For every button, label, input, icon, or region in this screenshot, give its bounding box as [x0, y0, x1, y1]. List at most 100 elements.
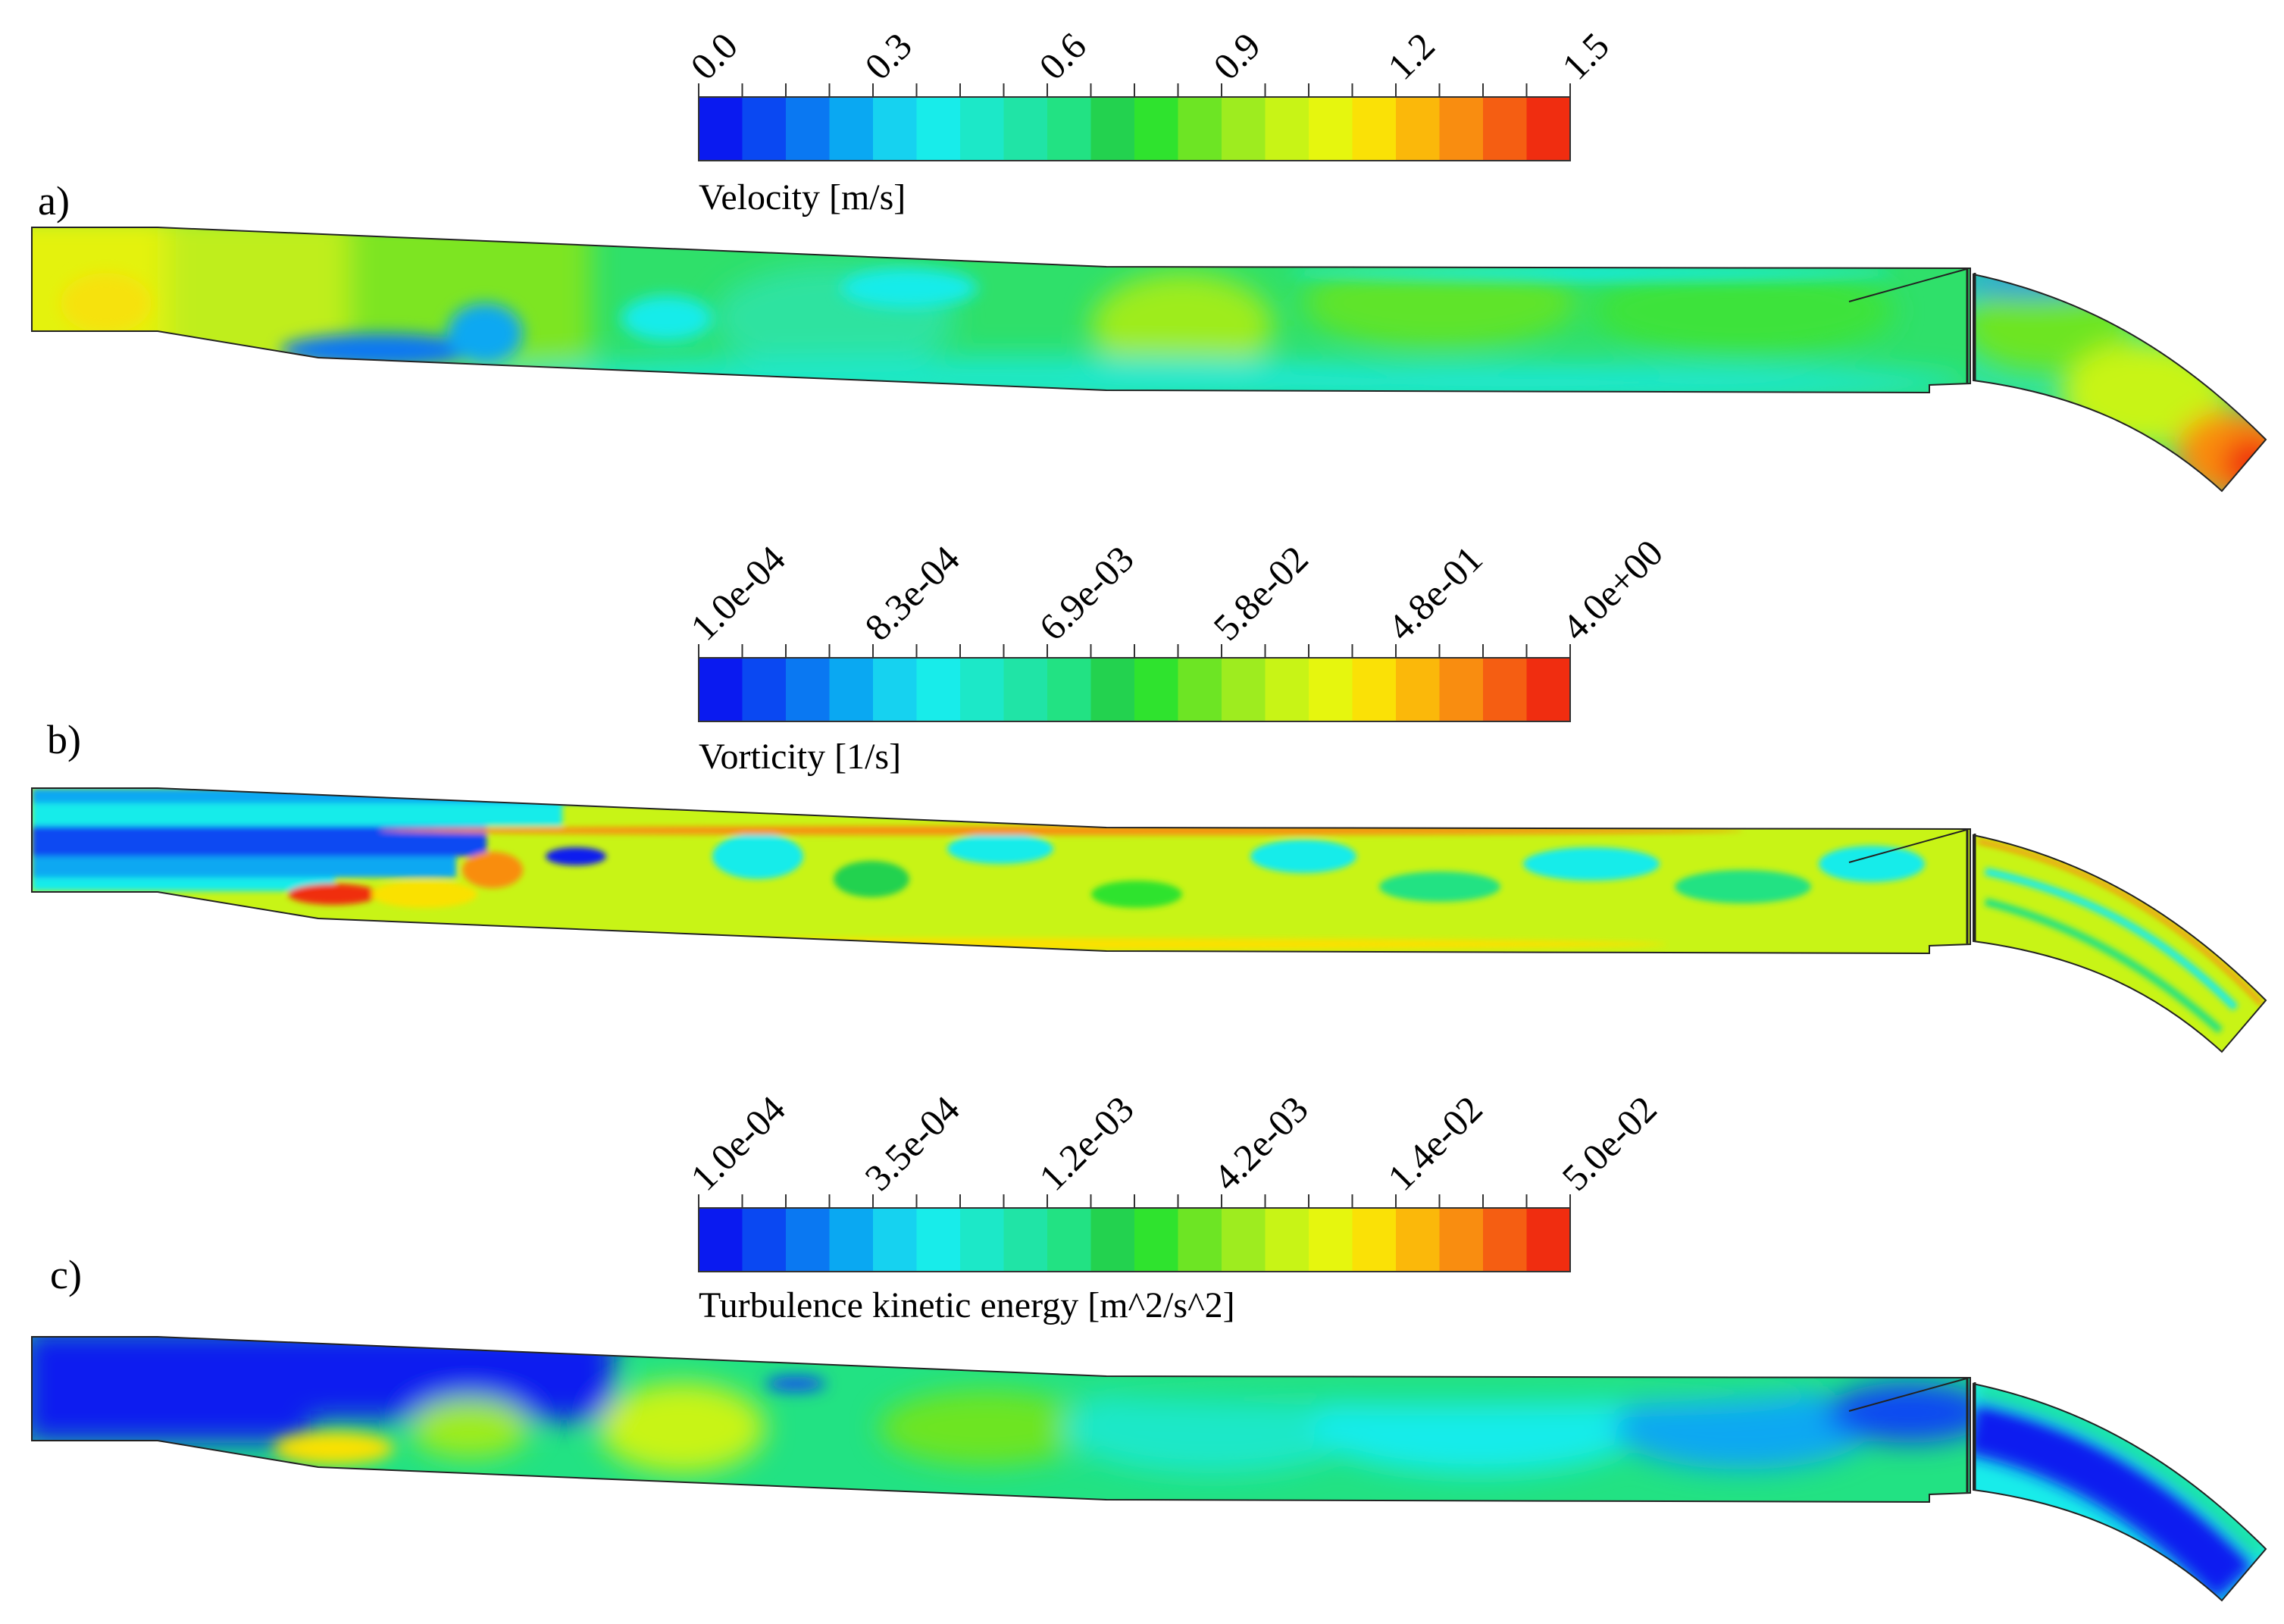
colorbar-c: 1.0e-04 3.5e-04 1.2e-03 4.2e-03 1.4e-02 … [682, 1087, 1665, 1325]
colorbar-swatch [1003, 97, 1048, 161]
colorbar-swatch [1309, 658, 1353, 721]
colorbar-swatch [742, 658, 787, 721]
colorbar-swatch [1439, 658, 1484, 721]
colorbar-swatch [1396, 97, 1441, 161]
colorbar-tick-label: 5.8e-02 [1205, 537, 1316, 649]
colorbar-swatch [1134, 97, 1179, 161]
panel-label: a) [38, 178, 70, 224]
colorbar-swatch [742, 1208, 787, 1272]
colorbar-swatch [742, 97, 787, 161]
colorbar-b: 1.0e-04 8.3e-04 6.9e-03 5.8e-02 4.8e-01 … [682, 531, 1671, 777]
colorbar-swatch [1483, 97, 1528, 161]
colorbar-tick-label: 8.3e-04 [856, 537, 968, 649]
colorbar-swatch [829, 658, 874, 721]
tke-contour-field [31, 1336, 2267, 1602]
colorbar-tick-label: 0.0 [682, 24, 746, 88]
colorbar-title: Vorticity [1/s] [699, 737, 901, 777]
colorbar-swatch [1090, 658, 1135, 721]
colorbar-swatch [1309, 1208, 1353, 1272]
panel-b: 1.0e-04 8.3e-04 6.9e-03 5.8e-02 4.8e-01 … [31, 531, 2267, 1053]
colorbar-swatch [1265, 1208, 1309, 1272]
colorbar-swatch [1265, 658, 1309, 721]
colorbar-swatches [699, 658, 1571, 721]
colorbar-swatch [1526, 1208, 1571, 1272]
colorbar-tick-label: 3.5e-04 [856, 1087, 968, 1199]
colorbar-swatch [1003, 1208, 1048, 1272]
colorbar-swatch [916, 97, 961, 161]
colorbar-swatch [829, 1208, 874, 1272]
colorbar-swatch [1439, 1208, 1484, 1272]
panel-c: 1.0e-04 3.5e-04 1.2e-03 4.2e-03 1.4e-02 … [31, 1087, 2267, 1602]
colorbar-tick-label: 1.2 [1379, 24, 1443, 88]
velocity-contour-field [31, 227, 2267, 493]
colorbar-swatch [829, 97, 874, 161]
colorbar-tick-label: 5.0e-02 [1553, 1087, 1665, 1199]
colorbar-swatch [960, 97, 1005, 161]
colorbar-swatch [1090, 97, 1135, 161]
colorbar-a: 0.0 0.3 0.6 0.9 1.2 1.5 Velocity [m/s] [682, 24, 1617, 217]
colorbar-swatch [1134, 1208, 1179, 1272]
panel-a: 0.0 0.3 0.6 0.9 1.2 1.5 Velocity [m/s] a… [31, 24, 2267, 493]
colorbar-swatch [1439, 97, 1484, 161]
colorbar-swatch [1483, 658, 1528, 721]
colorbar-tick-label: 0.6 [1031, 24, 1094, 88]
colorbar-swatch [1352, 1208, 1397, 1272]
colorbar-swatch [1222, 97, 1266, 161]
colorbar-swatch [699, 1208, 743, 1272]
colorbar-swatch [1396, 1208, 1441, 1272]
colorbar-swatch [1265, 97, 1309, 161]
colorbar-swatch [1222, 1208, 1266, 1272]
colorbar-swatch [1178, 1208, 1222, 1272]
colorbar-swatch [1309, 97, 1353, 161]
colorbar-swatch [916, 658, 961, 721]
colorbar-swatch [873, 1208, 918, 1272]
colorbar-swatch [1526, 97, 1571, 161]
colorbar-ticks [698, 1194, 1571, 1208]
colorbar-swatch [1352, 97, 1397, 161]
colorbar-swatch [1047, 1208, 1092, 1272]
colorbar-swatch [1003, 658, 1048, 721]
colorbar-swatch [1526, 658, 1571, 721]
panel-label: c) [50, 1252, 82, 1297]
colorbar-swatch [1222, 658, 1266, 721]
colorbar-swatch [1047, 97, 1092, 161]
colorbar-tick-label: 6.9e-03 [1031, 537, 1142, 649]
colorbar-swatch [786, 97, 831, 161]
colorbar-swatch [1090, 1208, 1135, 1272]
colorbar-swatch [699, 97, 743, 161]
vorticity-contour-field [31, 787, 2267, 1053]
colorbar-ticks [698, 644, 1571, 658]
colorbar-swatch [786, 658, 831, 721]
colorbar-swatches [699, 1208, 1571, 1272]
colorbar-swatch [960, 658, 1005, 721]
colorbar-swatch [873, 658, 918, 721]
colorbar-tick-label: 1.0e-04 [682, 537, 793, 649]
colorbar-ticks [698, 83, 1571, 97]
colorbar-swatch [960, 1208, 1005, 1272]
colorbar-swatch [1178, 97, 1222, 161]
colorbar-swatch [1178, 658, 1222, 721]
colorbar-tick-label: 1.4e-02 [1379, 1087, 1491, 1199]
colorbar-swatch [1047, 658, 1092, 721]
colorbar-swatch [916, 1208, 961, 1272]
colorbar-title: Velocity [m/s] [699, 177, 906, 217]
colorbar-tick-label: 1.5 [1553, 24, 1617, 88]
colorbar-swatch [699, 658, 743, 721]
colorbar-tick-label: 0.9 [1205, 24, 1269, 88]
colorbar-tick-label: 4.2e-03 [1205, 1087, 1316, 1199]
colorbar-swatch [786, 1208, 831, 1272]
colorbar-swatch [1483, 1208, 1528, 1272]
colorbar-tick-label: 0.3 [856, 24, 920, 88]
colorbar-tick-label: 4.0e+00 [1553, 531, 1671, 649]
colorbar-swatches [699, 97, 1571, 161]
colorbar-swatch [1352, 658, 1397, 721]
panel-label: b) [47, 717, 81, 762]
colorbar-swatch [1134, 658, 1179, 721]
colorbar-swatch [873, 97, 918, 161]
colorbar-tick-label: 1.2e-03 [1031, 1087, 1142, 1199]
colorbar-tick-label: 1.0e-04 [682, 1087, 793, 1199]
colorbar-swatch [1396, 658, 1441, 721]
colorbar-title: Turbulence kinetic energy [m^2/s^2] [699, 1285, 1235, 1325]
colorbar-tick-label: 4.8e-01 [1379, 537, 1491, 649]
